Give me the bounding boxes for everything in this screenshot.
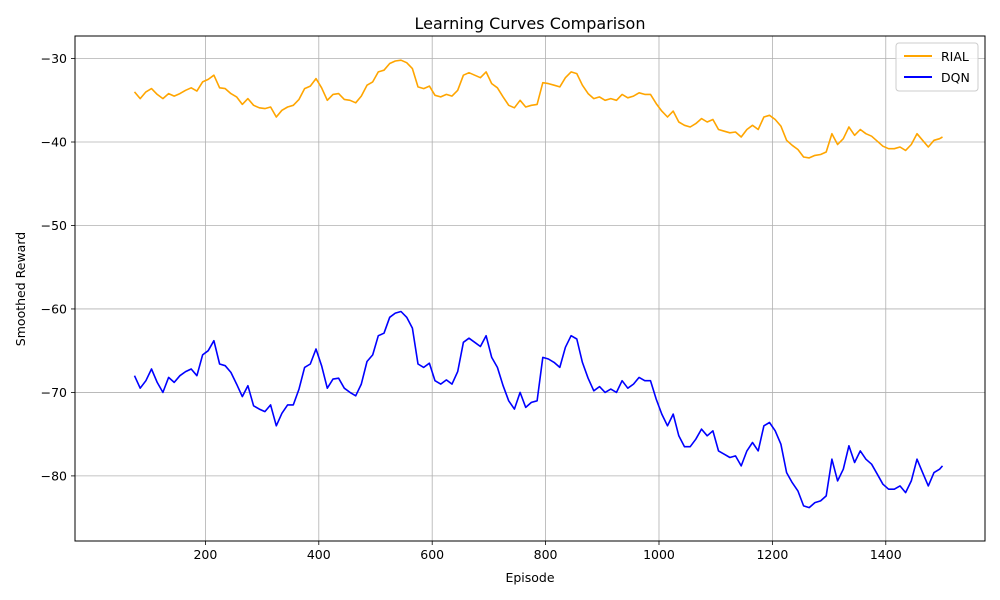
series-line-rial [133,59,943,159]
y-tick-label: −40 [41,135,67,150]
y-axis-ticks: −30 −40 −50 −60 −70 −80 [41,51,75,483]
x-tick-label: 1000 [643,547,675,562]
x-tick-label: 800 [534,547,558,562]
y-tick-label: −60 [41,301,67,316]
y-axis-label: Smoothed Reward [13,232,28,346]
x-tick-label: 400 [307,547,331,562]
grid [75,36,985,541]
y-tick-label: −30 [41,51,67,66]
chart-title: Learning Curves Comparison [415,14,646,33]
x-tick-label: 1400 [870,547,902,562]
x-tick-label: 600 [420,547,444,562]
x-tick-label: 1200 [756,547,788,562]
x-tick-label: 200 [193,547,217,562]
x-axis-label: Episode [505,570,554,585]
series-line-dqn [133,310,944,509]
y-tick-label: −80 [41,468,67,483]
legend: RIAL DQN [895,42,979,92]
legend-label-rial: RIAL [941,49,969,64]
x-axis-ticks: 200 400 600 800 1000 1200 1400 [193,541,902,562]
plot-frame [74,35,986,542]
series-lines [133,59,944,509]
y-tick-label: −70 [41,385,67,400]
y-tick-label: −50 [41,218,67,233]
legend-label-dqn: DQN [941,70,970,85]
